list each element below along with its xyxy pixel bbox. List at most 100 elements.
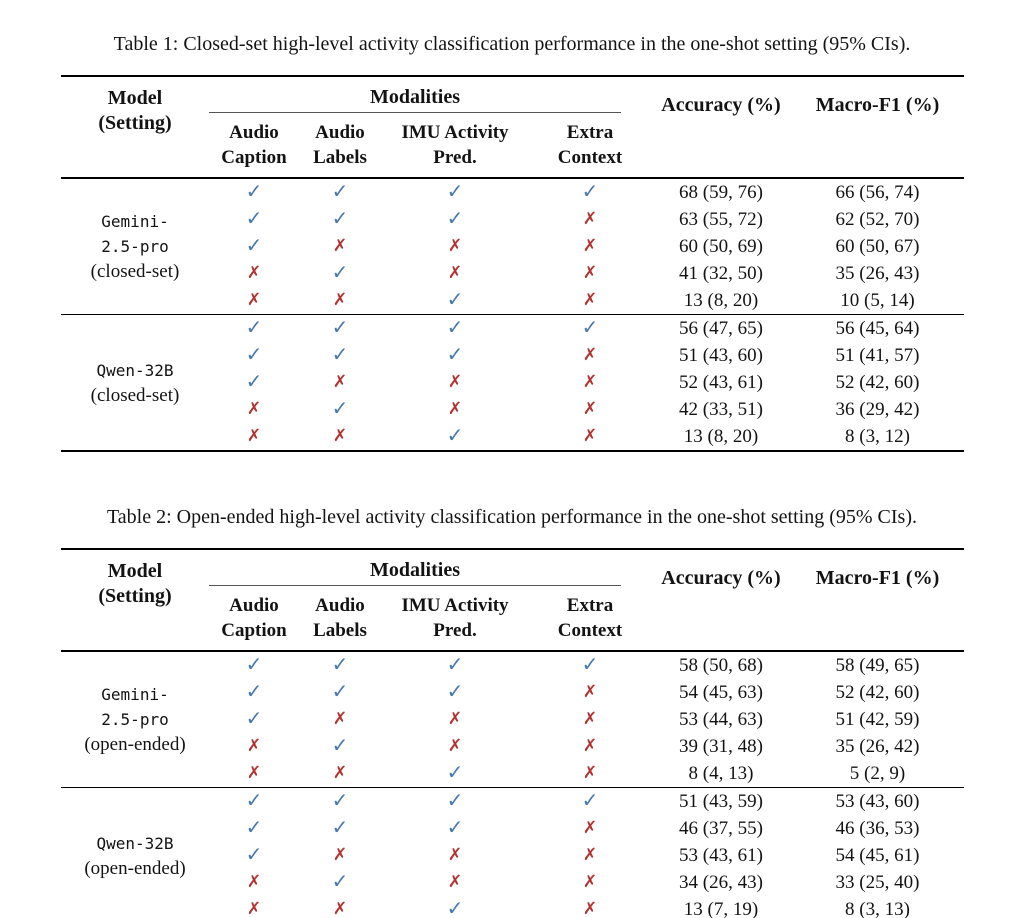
cross-icon: ✗: [582, 372, 598, 392]
modality-cell: ✗: [299, 287, 381, 315]
check-icon: ✓: [331, 260, 349, 284]
table-row: ✗ ✓ ✗ ✗ 41 (32, 50) 35 (26, 43): [61, 260, 964, 287]
modality-cell: ✓: [299, 679, 381, 706]
macro-f1-value: 51 (42, 59): [835, 709, 920, 730]
subheader-line: Caption: [221, 620, 287, 641]
accuracy-value: 53 (43, 61): [679, 845, 763, 866]
accuracy-value: 8 (4, 13): [688, 763, 754, 784]
modality-cell: ✗: [529, 396, 651, 423]
table-row: ✗ ✗ ✓ ✗ 8 (4, 13) 5 (2, 9): [61, 760, 964, 788]
modality-cell: ✗: [299, 706, 381, 733]
macro-f1-value: 46 (36, 53): [835, 818, 920, 839]
table-row: ✗ ✓ ✗ ✗ 39 (31, 48) 35 (26, 42): [61, 733, 964, 760]
cross-icon: ✗: [246, 736, 262, 756]
check-icon: ✓: [245, 652, 263, 676]
macro-f1-value: 53 (43, 60): [835, 791, 920, 812]
model-setting-header: Model (Setting): [61, 76, 209, 178]
modality-cell: ✓: [209, 233, 299, 260]
accuracy-value: 53 (44, 63): [679, 709, 763, 730]
modality-cell: ✗: [381, 733, 529, 760]
model-header-line: Model: [107, 87, 163, 109]
cross-icon: ✗: [332, 845, 348, 865]
cross-icon: ✗: [447, 236, 463, 256]
modality-cell: ✓: [299, 869, 381, 896]
macro-f1-value: 56 (45, 64): [835, 318, 920, 339]
subheader-line: Extra: [566, 595, 614, 616]
modality-cell: ✗: [209, 869, 299, 896]
modality-cell: ✓: [299, 315, 381, 343]
table-group-gemini-closed: Gemini- 2.5-pro (closed-set) ✓ ✓ ✓ ✓ 68 (59, 76…: [61, 178, 964, 315]
modality-cell: ✓: [381, 760, 529, 788]
check-icon: ✓: [331, 733, 349, 757]
subheader-line: IMU Activity: [401, 595, 509, 616]
modality-cell: ✗: [529, 233, 651, 260]
model-cell: Qwen-32B (open-ended): [61, 788, 209, 918]
table-row: ✗ ✗ ✓ ✗ 13 (8, 20) 10 (5, 14): [61, 287, 964, 315]
model-name: Qwen-32B: [96, 833, 174, 853]
check-icon: ✓: [245, 842, 263, 866]
cross-icon: ✗: [582, 872, 598, 892]
table-row: Gemini- 2.5-pro (closed-set) ✓ ✓ ✓ ✓ 68 (59, 76…: [61, 178, 964, 282]
modality-cell: ✗: [529, 706, 651, 733]
check-icon: ✓: [245, 179, 263, 203]
accuracy-value: 13 (7, 19): [683, 899, 759, 918]
modalities-label: Modalities: [370, 86, 460, 108]
cross-icon: ✗: [447, 263, 463, 283]
cross-icon: ✗: [332, 899, 348, 918]
check-icon: ✓: [446, 206, 464, 230]
cross-icon: ✗: [447, 736, 463, 756]
modality-cell: ✓: [209, 342, 299, 369]
accuracy-value: 60 (50, 69): [679, 236, 763, 257]
modalities-rule: Modalities: [209, 86, 621, 113]
modality-cell: ✗: [529, 815, 651, 842]
modality-cell: ✓: [209, 178, 299, 206]
modality-cell: ✗: [529, 733, 651, 760]
accuracy-value: 39 (31, 48): [679, 736, 763, 757]
modality-cell: ✗: [299, 842, 381, 869]
subheader-imu-activity-pred: IMU Activity Pred.: [381, 586, 529, 651]
macro-f1-value: 52 (42, 60): [835, 372, 920, 393]
accuracy-value: 41 (32, 50): [679, 263, 763, 284]
check-icon: ✓: [245, 815, 263, 839]
subheader-line: Context: [557, 620, 623, 641]
cross-icon: ✗: [447, 845, 463, 865]
modality-cell: ✗: [209, 423, 299, 451]
subheader-extra-context: Extra Context: [529, 113, 651, 178]
accuracy-value: 13 (8, 20): [683, 290, 759, 311]
subheader-audio-caption: Audio Caption: [209, 586, 299, 651]
modality-cell: ✓: [299, 651, 381, 679]
modality-cell: ✓: [529, 315, 651, 343]
cross-icon: ✗: [447, 399, 463, 419]
check-icon: ✓: [446, 652, 464, 676]
macro-f1-value: 5 (2, 9): [849, 763, 906, 784]
modalities-header: Modalities: [209, 76, 651, 113]
modality-cell: ✗: [529, 760, 651, 788]
model-setting: (closed-set): [90, 261, 180, 282]
cross-icon: ✗: [582, 290, 598, 310]
table-group-qwen-open: Qwen-32B (open-ended) ✓ ✓ ✓ ✓ 51 (43, 59) 53 (4…: [61, 787, 964, 918]
accuracy-value: 34 (26, 43): [679, 872, 763, 893]
macro-f1-value: 10 (5, 14): [840, 290, 915, 311]
check-icon: ✓: [331, 869, 349, 893]
modality-cell: ✗: [299, 369, 381, 396]
cross-icon: ✗: [246, 872, 262, 892]
macro-f1-value: 8 (3, 12): [845, 426, 910, 447]
macro-f1-value: 51 (41, 57): [835, 345, 920, 366]
table-row: ✓ ✗ ✗ ✗ 60 (50, 69) 60 (50, 67): [61, 233, 964, 260]
check-icon: ✓: [331, 396, 349, 420]
table-row: ✓ ✓ ✓ ✗ 46 (37, 55) 46 (36, 53): [61, 815, 964, 842]
check-icon: ✓: [446, 679, 464, 703]
cross-icon: ✗: [582, 345, 598, 365]
model-header-line: (Setting): [98, 585, 172, 607]
results-table-open-ended: Model (Setting) Modalities Accuracy (%) …: [61, 548, 964, 918]
macro-f1-value: 36 (29, 42): [835, 399, 920, 420]
check-icon: ✓: [331, 315, 349, 339]
modality-cell: ✗: [209, 260, 299, 287]
cross-icon: ✗: [246, 763, 262, 783]
subheader-line: Audio: [229, 122, 279, 143]
table-row: ✓ ✗ ✗ ✗ 52 (43, 61) 52 (42, 60): [61, 369, 964, 396]
cross-icon: ✗: [246, 426, 262, 446]
table-row: Gemini- 2.5-pro (open-ended) ✓ ✓ ✓ ✓ 58 (50, 68…: [61, 651, 964, 755]
check-icon: ✓: [245, 315, 263, 339]
modality-cell: ✓: [381, 206, 529, 233]
